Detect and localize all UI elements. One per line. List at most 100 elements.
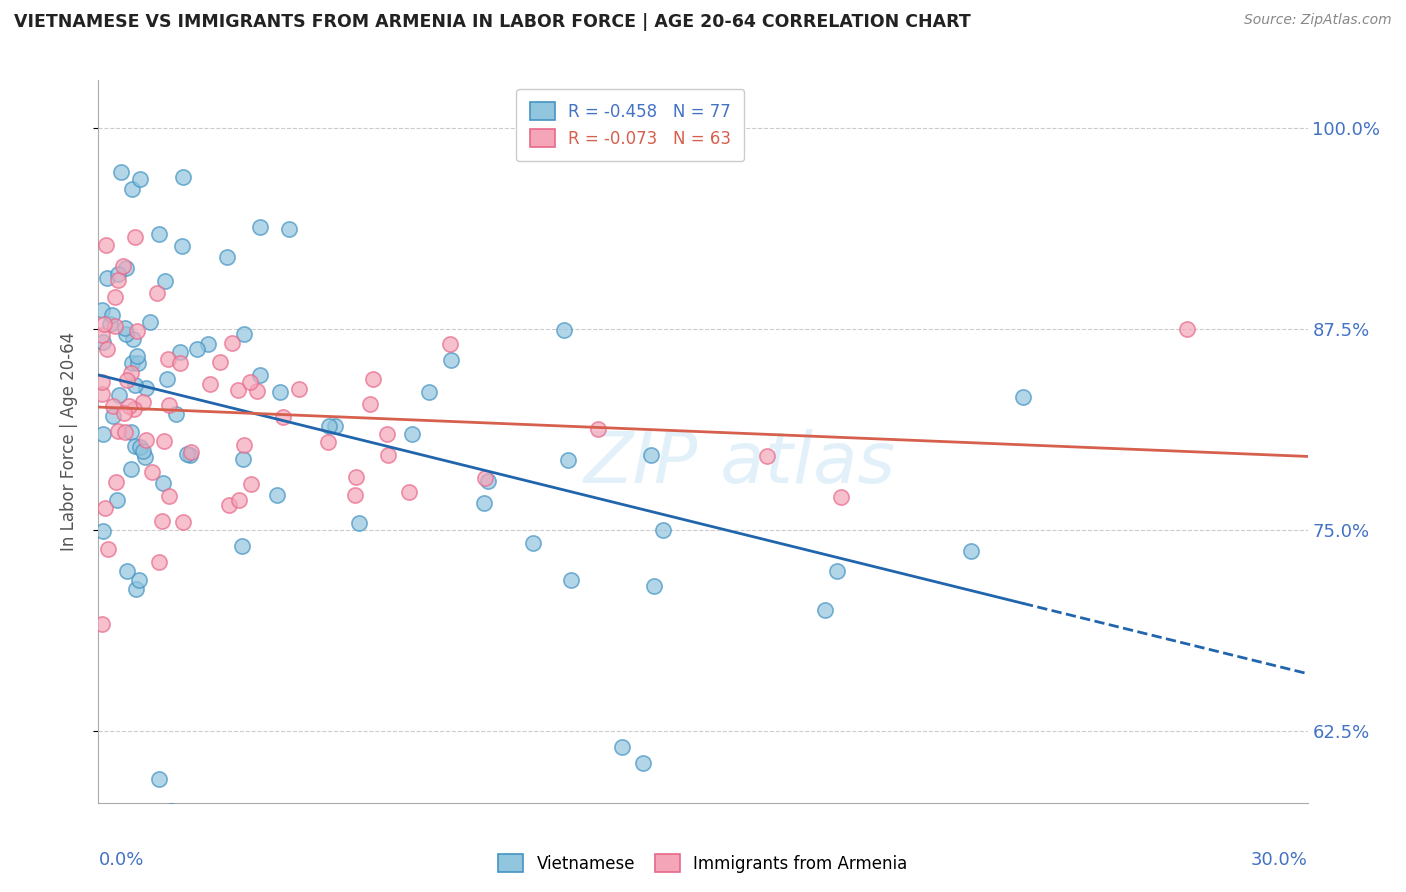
Legend: R = -0.458   N = 77, R = -0.073   N = 63: R = -0.458 N = 77, R = -0.073 N = 63 (516, 88, 744, 161)
Point (557, 453, 579, 467)
Point (156, 372, 179, 386)
Point (755, 450, 778, 464)
Point (318, 419, 340, 434)
Point (631, 756, 654, 770)
Point (121, 356, 143, 370)
Point (640, 448, 662, 462)
Point (239, 375, 262, 389)
Point (197, 337, 219, 351)
Point (172, 239, 194, 253)
Point (117, 373, 139, 387)
Point (612, 739, 634, 754)
Point (107, 267, 129, 281)
Point (375, 427, 398, 442)
Point (127, 356, 149, 370)
Point (474, 471, 496, 485)
Point (269, 384, 291, 399)
Point (146, 286, 169, 301)
Point (100, 317, 122, 331)
Point (239, 477, 262, 491)
Text: VIETNAMESE VS IMMIGRANTS FROM ARMENIA IN LABOR FORCE | AGE 20-64 CORRELATION CHA: VIETNAMESE VS IMMIGRANTS FROM ARMENIA IN… (14, 13, 970, 31)
Point (359, 397, 381, 411)
Point (125, 349, 148, 363)
Point (440, 353, 463, 368)
Point (124, 439, 146, 453)
Point (104, 289, 127, 303)
Point (120, 462, 142, 476)
Point (172, 515, 194, 529)
Point (112, 406, 135, 420)
Point (344, 469, 367, 483)
Point (830, 490, 852, 504)
Point (148, 772, 170, 786)
Point (560, 573, 582, 587)
Point (361, 372, 384, 386)
Point (105, 493, 128, 508)
Point (439, 337, 461, 351)
Point (155, 275, 177, 289)
Point (112, 260, 135, 274)
Point (105, 475, 128, 489)
Point (1012, 390, 1035, 404)
Point (825, 564, 848, 578)
Text: Source: ZipAtlas.com: Source: ZipAtlas.com (1244, 13, 1392, 28)
Point (124, 582, 146, 597)
Legend: Vietnamese, Immigrants from Armenia: Vietnamese, Immigrants from Armenia (492, 847, 914, 880)
Point (221, 336, 243, 351)
Point (134, 450, 156, 464)
Point (91, 334, 114, 349)
Point (522, 535, 544, 549)
Point (122, 332, 145, 346)
Point (91, 328, 114, 343)
Point (218, 499, 240, 513)
Point (179, 448, 201, 462)
Point (157, 399, 180, 413)
Point (1175, 322, 1198, 336)
Point (135, 381, 157, 395)
Point (93, 317, 115, 331)
Point (959, 543, 981, 558)
Point (91, 427, 114, 442)
Point (110, 165, 132, 179)
Point (121, 182, 143, 196)
Point (94, 238, 117, 252)
Point (91, 303, 114, 318)
Point (128, 573, 150, 587)
Point (232, 326, 254, 341)
Point (139, 315, 162, 329)
Point (477, 474, 499, 488)
Point (316, 435, 339, 450)
Point (91, 617, 114, 632)
Point (132, 443, 155, 458)
Point (91, 387, 114, 401)
Point (347, 516, 370, 530)
Point (325, 419, 347, 434)
Point (169, 344, 191, 359)
Point (160, 804, 183, 818)
Point (115, 327, 138, 342)
Point (148, 227, 170, 241)
Point (91, 524, 114, 538)
Text: ZIP atlas: ZIP atlas (583, 429, 896, 498)
Point (114, 321, 136, 335)
Point (132, 395, 155, 409)
Text: 30.0%: 30.0% (1251, 851, 1308, 869)
Point (266, 488, 288, 502)
Point (96, 342, 118, 356)
Point (472, 496, 495, 510)
Point (271, 410, 294, 425)
Point (124, 378, 146, 392)
Point (198, 376, 221, 391)
Point (157, 352, 180, 367)
Point (208, 355, 231, 369)
Text: 0.0%: 0.0% (98, 851, 143, 869)
Point (124, 230, 146, 244)
Point (150, 514, 173, 528)
Point (135, 433, 157, 447)
Point (141, 465, 163, 479)
Point (418, 385, 440, 400)
Point (129, 171, 152, 186)
Point (120, 425, 142, 440)
Point (122, 401, 145, 416)
Point (651, 523, 673, 537)
